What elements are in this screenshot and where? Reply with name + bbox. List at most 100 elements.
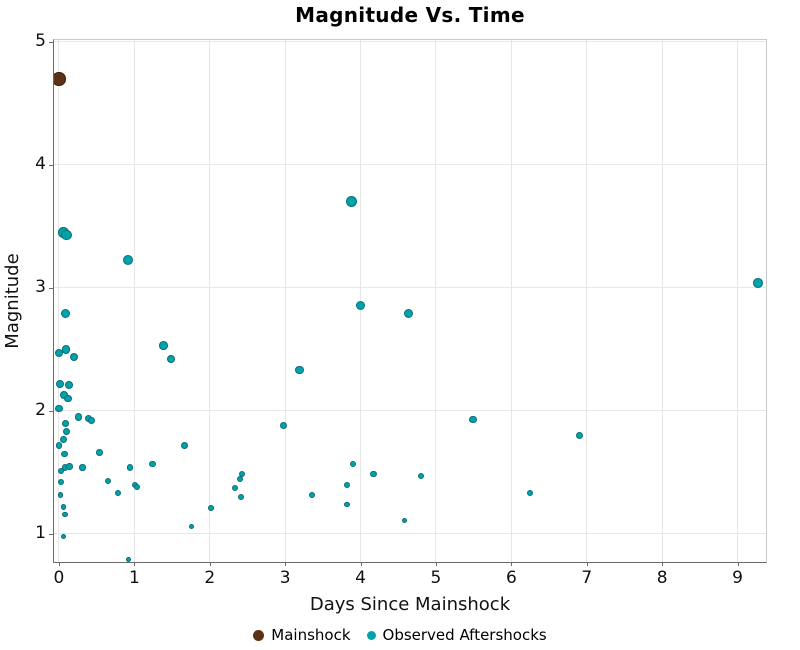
aftershock-point bbox=[96, 449, 103, 457]
x-tick-mark bbox=[285, 562, 287, 566]
x-tick-label: 0 bbox=[53, 568, 65, 588]
aftershock-point bbox=[404, 309, 414, 319]
x-gridline bbox=[510, 40, 512, 562]
aftershock-point bbox=[62, 419, 70, 427]
plot-area bbox=[53, 39, 767, 563]
aftershock-point bbox=[104, 477, 112, 485]
legend-item-label: Observed Aftershocks bbox=[382, 626, 547, 644]
y-tick-label: 1 bbox=[35, 522, 46, 543]
aftershock-point bbox=[344, 501, 350, 508]
aftershock-point bbox=[63, 428, 71, 436]
aftershock-point bbox=[308, 491, 315, 498]
aftershock-point bbox=[64, 394, 72, 403]
y-tick-mark bbox=[49, 164, 53, 166]
aftershock-point bbox=[134, 484, 141, 491]
y-gridline bbox=[54, 287, 766, 289]
aftershock-point bbox=[61, 229, 72, 241]
aftershock-point bbox=[575, 432, 583, 440]
aftershock-point bbox=[60, 533, 67, 539]
x-gridline bbox=[737, 40, 739, 562]
y-tick-label: 2 bbox=[35, 399, 46, 420]
aftershock-point bbox=[55, 404, 63, 413]
aftershock-point bbox=[239, 470, 246, 477]
aftershock-point bbox=[345, 196, 358, 208]
aftershock-point bbox=[349, 460, 357, 468]
aftershock-point bbox=[343, 481, 351, 488]
x-tick-mark bbox=[58, 562, 60, 566]
aftershock-point bbox=[57, 491, 64, 498]
x-gridline bbox=[58, 40, 60, 562]
x-tick-label: 7 bbox=[581, 568, 593, 588]
x-tick-label: 8 bbox=[656, 568, 668, 588]
aftershock-point bbox=[55, 379, 64, 388]
x-tick-mark bbox=[360, 562, 362, 566]
aftershock-point bbox=[87, 417, 95, 425]
aftershock-point bbox=[180, 442, 188, 449]
y-tick-label: 3 bbox=[35, 276, 46, 297]
aftershock-point bbox=[753, 278, 763, 288]
legend-item-aftershocks: Observed Aftershocks bbox=[366, 626, 547, 644]
aftershock-point bbox=[417, 473, 424, 480]
x-tick-label: 2 bbox=[204, 568, 216, 588]
aftershock-point bbox=[159, 341, 169, 351]
y-gridline bbox=[54, 164, 766, 166]
legend-item-label: Mainshock bbox=[271, 626, 351, 644]
aftershock-point bbox=[69, 352, 79, 362]
aftershock-point bbox=[74, 413, 83, 421]
x-tick-label: 9 bbox=[732, 568, 743, 588]
x-tick-label: 3 bbox=[279, 568, 291, 588]
aftershock-point bbox=[64, 381, 73, 390]
aftershock-point bbox=[61, 345, 70, 354]
y-tick-label: 5 bbox=[35, 30, 46, 51]
aftershock-point bbox=[60, 450, 68, 458]
y-gridline bbox=[54, 410, 766, 412]
aftershock-point bbox=[66, 463, 73, 470]
x-tick-mark bbox=[209, 562, 211, 566]
x-tick-mark bbox=[134, 562, 136, 566]
x-tick-mark bbox=[511, 562, 513, 566]
aftershock-point bbox=[61, 309, 71, 319]
y-tick-mark bbox=[49, 533, 53, 535]
aftershock-point bbox=[149, 460, 156, 468]
x-tick-mark bbox=[586, 562, 588, 566]
aftershock-point bbox=[60, 504, 67, 510]
aftershock-point bbox=[126, 464, 134, 471]
aftershock-point bbox=[58, 479, 65, 486]
aftershock-point bbox=[189, 523, 195, 530]
legend-item-mainshock: Mainshock bbox=[253, 626, 351, 644]
x-tick-mark bbox=[737, 562, 739, 566]
aftershock-point bbox=[62, 511, 68, 518]
x-tick-label: 1 bbox=[128, 568, 140, 588]
y-gridline bbox=[54, 41, 766, 43]
x-gridline bbox=[586, 40, 588, 562]
y-tick-mark bbox=[49, 287, 53, 289]
x-tick-label: 5 bbox=[430, 568, 442, 588]
x-gridline bbox=[133, 40, 135, 562]
y-axis-label: Magnitude bbox=[2, 253, 23, 349]
y-tick-mark bbox=[49, 41, 53, 43]
x-gridline bbox=[661, 40, 663, 562]
y-tick-label: 4 bbox=[35, 153, 46, 174]
y-gridline bbox=[54, 533, 766, 535]
aftershock-point bbox=[232, 485, 239, 492]
aftershock-point bbox=[60, 435, 67, 443]
x-gridline bbox=[435, 40, 437, 562]
aftershock-legend-swatch bbox=[366, 630, 376, 640]
mainshock-legend-swatch bbox=[253, 629, 265, 641]
mainshock-point bbox=[54, 72, 66, 86]
x-tick-mark bbox=[662, 562, 664, 566]
aftershock-point bbox=[469, 415, 477, 424]
aftershock-point bbox=[125, 557, 131, 562]
y-tick-mark bbox=[49, 410, 53, 412]
x-gridline bbox=[209, 40, 211, 562]
x-axis-label: Days Since Mainshock bbox=[309, 594, 511, 615]
x-tick-label: 4 bbox=[355, 568, 366, 588]
aftershock-point bbox=[401, 517, 408, 524]
aftershock-point bbox=[370, 470, 377, 477]
aftershock-point bbox=[280, 422, 288, 430]
chart-title: Magnitude Vs. Time bbox=[295, 3, 525, 27]
legend: Mainshock Observed Aftershocks bbox=[0, 623, 800, 647]
x-tick-label: 6 bbox=[505, 568, 517, 588]
aftershock-point bbox=[122, 254, 133, 265]
